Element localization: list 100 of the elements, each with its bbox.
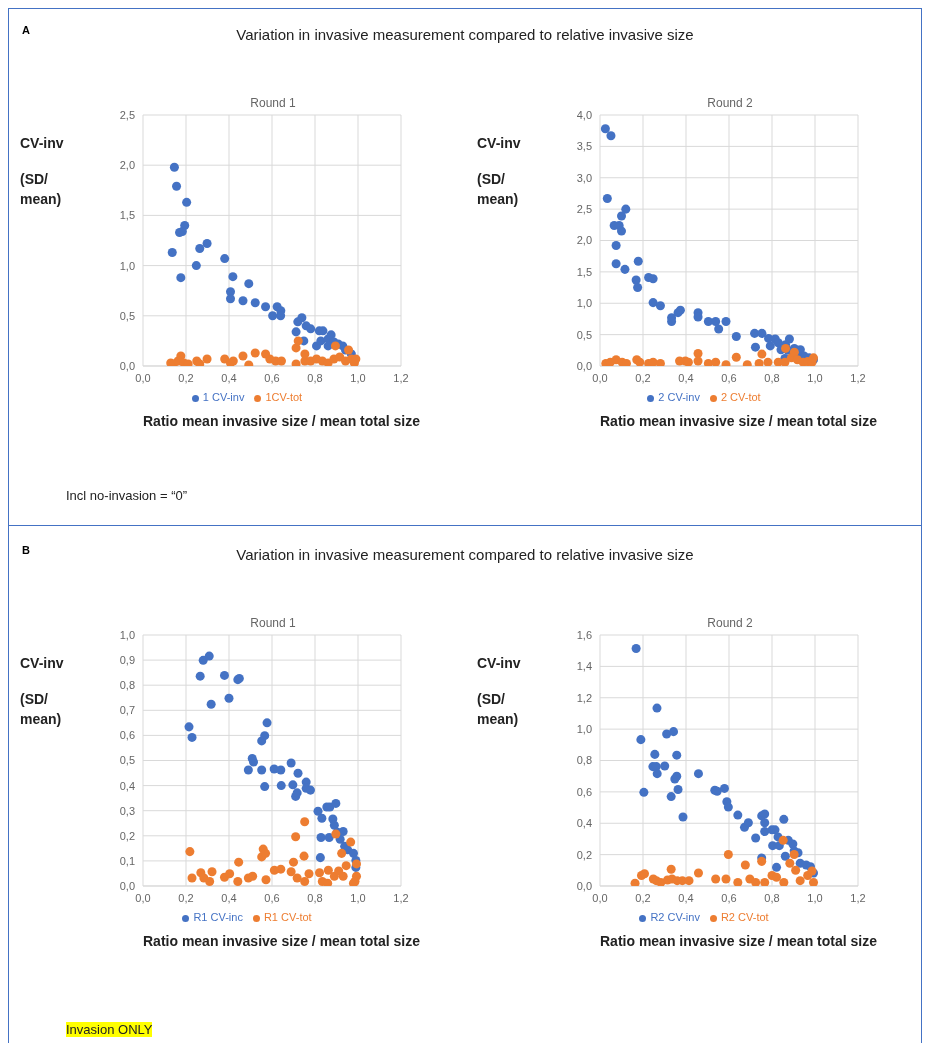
chart-title: Round 1 — [249, 96, 297, 110]
point — [750, 342, 760, 352]
point — [763, 357, 773, 366]
point — [772, 862, 782, 872]
point — [225, 294, 236, 304]
y-tick-label: 0,6 — [119, 729, 135, 742]
point — [195, 244, 205, 254]
point — [316, 336, 326, 346]
point — [323, 865, 333, 875]
x-tick-label: 0,4 — [678, 371, 694, 384]
y-tick-label: 0,0 — [119, 359, 135, 372]
point — [760, 878, 770, 886]
point — [268, 311, 278, 321]
x-tick-label: 0,4 — [678, 891, 694, 904]
y-tick-label: 1,6 — [576, 628, 592, 641]
x-tick-label: 0,4 — [221, 891, 237, 904]
point — [228, 272, 238, 282]
point — [225, 869, 235, 879]
point — [233, 876, 243, 886]
point — [346, 837, 356, 847]
point — [719, 783, 729, 793]
point — [666, 792, 676, 802]
x-tick-label: 1,2 — [393, 371, 409, 384]
point — [743, 818, 753, 828]
point — [648, 357, 658, 366]
point — [293, 336, 303, 346]
point — [207, 867, 217, 877]
point — [288, 780, 298, 790]
y-tick-label: 1,2 — [576, 691, 592, 704]
x-tick-label: 0,2 — [178, 891, 194, 904]
y-tick-label: 0,6 — [576, 785, 592, 798]
point — [621, 204, 631, 214]
point — [224, 693, 234, 703]
point — [244, 279, 254, 289]
point — [260, 731, 270, 741]
text: A — [22, 24, 30, 36]
point — [693, 769, 703, 779]
point — [630, 878, 640, 886]
point — [740, 860, 750, 870]
point — [754, 358, 764, 366]
point — [300, 349, 310, 359]
point — [257, 765, 267, 775]
point — [723, 802, 733, 812]
point — [191, 261, 201, 271]
point — [606, 131, 616, 141]
point — [317, 813, 327, 823]
x-tick-label: 1,2 — [393, 891, 409, 904]
point — [693, 868, 703, 878]
y-tick-label: 2,0 — [576, 234, 592, 247]
point — [220, 254, 230, 264]
point — [791, 865, 801, 875]
point — [760, 827, 770, 837]
legend-label: 2 CV-inv — [658, 391, 700, 403]
text: Variation in invasive measurement compared to relative invasive size — [236, 26, 694, 43]
point — [243, 765, 253, 775]
point — [757, 328, 767, 338]
point — [341, 861, 351, 871]
point — [337, 848, 347, 858]
y-tick-label: 1,0 — [119, 259, 135, 272]
y-tick-label: 0,0 — [119, 879, 135, 892]
x-tick-label: 1,0 — [350, 891, 366, 904]
point — [757, 349, 767, 359]
point — [660, 761, 670, 771]
y-tick-label: 1,5 — [119, 209, 135, 222]
point — [611, 241, 621, 251]
point — [172, 181, 182, 191]
point — [779, 814, 789, 824]
point — [299, 851, 309, 861]
point — [250, 348, 260, 358]
x-axis-title: Ratio mean invasive size / mean total size — [599, 933, 877, 949]
x-tick-label: 1,0 — [807, 891, 823, 904]
text: Variation in invasive measurement compared to relative invasive size — [236, 546, 694, 563]
point — [176, 273, 186, 283]
y-tick-label: 0,8 — [576, 754, 592, 767]
x-tick-label: 1,0 — [807, 371, 823, 384]
point — [324, 833, 334, 843]
y-tick-label: 1,4 — [576, 660, 592, 673]
x-tick-label: 0,8 — [307, 371, 323, 384]
point — [291, 327, 301, 337]
point — [765, 341, 775, 351]
text: Incl no-invasion = “0” — [66, 488, 188, 503]
point — [795, 876, 805, 886]
point — [631, 275, 641, 285]
y-tick-label: 0,0 — [576, 359, 592, 372]
point — [204, 651, 214, 661]
y-tick-label: 2,5 — [576, 203, 592, 216]
point — [300, 876, 310, 886]
y-tick-label: 0,2 — [576, 848, 592, 861]
x-axis-title: Ratio mean invasive size / mean total size — [142, 933, 420, 949]
point — [780, 357, 790, 366]
point — [655, 301, 665, 311]
point — [636, 735, 646, 745]
x-tick-label: 0,0 — [592, 891, 608, 904]
point — [778, 835, 788, 845]
point — [616, 211, 627, 221]
point — [167, 248, 177, 258]
y-tick-label: 0,5 — [119, 309, 135, 322]
point — [669, 727, 679, 737]
text: CV-inv (SD/ mean) — [20, 655, 64, 727]
point — [733, 878, 743, 886]
